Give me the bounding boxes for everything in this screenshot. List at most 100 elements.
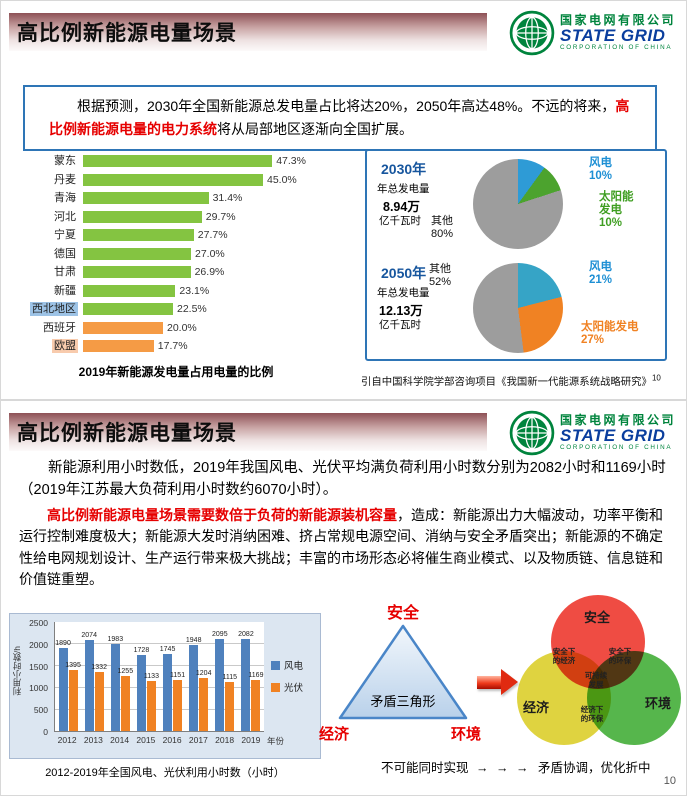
- column-value: 1728: [133, 647, 150, 654]
- column-value: 1745: [159, 646, 176, 653]
- bar-value: 29.7%: [205, 210, 236, 223]
- pie-2030-other-name: 其他: [431, 215, 454, 227]
- pie-2050-solar-name: 太阳能发电: [581, 321, 639, 333]
- conclusion-right: 矛盾协调，优化折中: [537, 761, 651, 775]
- x-axis-title: 年份: [267, 736, 285, 746]
- legend-item: 光伏: [271, 680, 303, 694]
- legend-swatch: [271, 660, 280, 670]
- y-tick: 2500: [29, 618, 48, 628]
- bar-row: 欧盟 17.7%: [13, 337, 306, 356]
- x-tick: 2017: [188, 735, 208, 745]
- pie-2030-solar-name-2: 发电: [599, 204, 622, 217]
- prediction-callout-box: 根据预测，2030年全国新能源总发电量占比将达20%，2050年高达48%。不远…: [23, 85, 657, 152]
- y-tick: 500: [33, 705, 48, 716]
- source-superscript: 10: [651, 373, 661, 383]
- x-axis-ticks: 2012 2013 2014 2015 2016 2017 2018 2019: [54, 735, 264, 745]
- bar-row: 西班牙 20.0%: [13, 319, 306, 338]
- column-bar: 1115: [223, 674, 237, 731]
- state-grid-globe-icon: [509, 10, 555, 56]
- y-tick: 1500: [29, 661, 48, 672]
- column-value: 1890: [55, 640, 71, 647]
- bar-label: 西班牙: [13, 321, 83, 335]
- column-value: 1983: [107, 636, 124, 643]
- bar-label: 德国: [13, 247, 83, 261]
- source-text: 引自中国科学院学部咨询项目《我国新一代能源系统战略研究》: [361, 377, 652, 388]
- pie-2050-total-value: 12.13万: [379, 304, 423, 318]
- logo-brand-name: STATE GRID: [559, 425, 666, 445]
- pie-2030-wind-pct: 10%: [589, 170, 613, 183]
- bar-value: 27.0%: [195, 247, 225, 260]
- bar: [83, 303, 173, 316]
- bar: [83, 340, 154, 353]
- slide2-page-title: 高比例新能源电量场景: [17, 422, 237, 445]
- bar-label-text: 河北: [54, 210, 76, 223]
- state-grid-globe-icon: [509, 410, 555, 456]
- bar-label-text: 蒙东: [54, 155, 76, 168]
- slide-2: 高比例新能源电量场景 国家电网有限公司 STATE GRID CORPORATI…: [0, 400, 687, 796]
- column-bar: 2095: [212, 631, 228, 731]
- state-grid-logo-2: 国家电网有限公司 STATE GRID CORPORATION OF CHINA: [509, 410, 676, 456]
- bar-label-text: 丹麦: [54, 173, 76, 186]
- pie-2030-year: 2030年: [381, 161, 427, 177]
- column-bar: 1948: [186, 637, 201, 731]
- y-axis-ticks: 2500 2000 1500 1000 500 0: [22, 618, 48, 737]
- slide1-title-band: 高比例新能源电量场景: [9, 13, 487, 51]
- y-tick: 1000: [29, 683, 48, 694]
- legend-swatch: [271, 682, 280, 692]
- bar-row: 青海 31.4%: [13, 189, 306, 208]
- column-value: 1204: [195, 670, 212, 677]
- conclusion-left: 不可能同时实现: [381, 761, 469, 775]
- column-bar: 1133: [144, 673, 159, 731]
- year-group: 1745 1151: [160, 622, 186, 731]
- venn-economy-label: 经济: [523, 700, 550, 715]
- triangle-right-label: 环境: [451, 726, 482, 743]
- legend-label: 光伏: [284, 683, 304, 694]
- challenges-paragraph: 高比例新能源电量场景需要数倍于负荷的新能源装机容量，造成：新能源出力大幅波动，功…: [19, 505, 669, 590]
- column-value: 1332: [91, 664, 107, 671]
- column-bar: 1151: [170, 672, 185, 731]
- bar-label: 新疆: [13, 284, 83, 298]
- bar-label: 河北: [13, 210, 83, 224]
- column-bar: 1728: [134, 647, 149, 731]
- bar-chart-caption: 2019年新能源发电量占用电量的比例: [78, 365, 274, 379]
- triangle-center-label: 矛盾三角形: [370, 694, 436, 709]
- logo-company-name: 国家电网有限公司: [559, 12, 676, 27]
- triangle-left-label: 经济: [319, 726, 350, 743]
- intro-text-pre: 根据预测，2030年全国新能源总发电量占比将达20%，2050年高达48%。不远…: [77, 98, 616, 114]
- utilization-hours-paragraph: 新能源利用小时数低，2019年我国风电、光伏平均满负荷利用小时数分别为2082小…: [19, 457, 671, 501]
- column-bar: 1204: [196, 670, 211, 731]
- x-tick: 2016: [162, 735, 182, 745]
- para2-text: ，造成：新能源出力大幅波动，功率平衡和运行控制难度极大；新能源大发时消纳困难、挤…: [19, 507, 663, 587]
- bar-label-text: 甘肃: [54, 266, 76, 279]
- bar-label-text: 西北地区: [30, 302, 78, 317]
- pie-2050-solar-callout: 太阳能发电 27%: [581, 321, 639, 347]
- bar-value: 20.0%: [167, 321, 197, 334]
- slide2-title-band: 高比例新能源电量场景: [9, 413, 487, 451]
- right-arrow-icon: [477, 669, 518, 695]
- bar-value: 17.7%: [157, 340, 188, 353]
- para1-text: 新能源利用小时数低，2019年我国风电、光伏平均满负荷利用小时数分别为2082小…: [19, 460, 666, 499]
- pie-2030-solar-pct: 10%: [599, 217, 623, 230]
- slide-1: 高比例新能源电量场景 国家电网有限公司 STATE GRID CORPORATI…: [0, 0, 687, 400]
- pie-chart-2030: [473, 159, 563, 249]
- pie-2050-solar-pct: 27%: [581, 334, 605, 347]
- bar-value: 22.5%: [177, 303, 207, 316]
- x-tick: 2012: [57, 735, 77, 745]
- pie-2050-other-callout: 其他 52%: [429, 263, 451, 288]
- column-value: 1395: [65, 662, 81, 669]
- bar-value: 26.9%: [194, 266, 225, 279]
- bar-value: 27.7%: [197, 229, 228, 242]
- bar-label-text: 新疆: [54, 284, 76, 297]
- pie-2050-other-pct: 52%: [429, 275, 452, 288]
- bar-value: 31.4%: [212, 192, 243, 205]
- x-tick: 2019: [241, 735, 261, 745]
- venn-diagram: 安全 经济 环境 安全下的经济 安全下的环保 可持续发展 经济下的环保: [507, 595, 687, 755]
- conclusion-line: 不可能同时实现 → → → 矛盾协调，优化折中: [381, 757, 650, 776]
- column-bar: 1169: [248, 672, 263, 731]
- pie-2030-wind-callout: 风电 10%: [589, 157, 612, 183]
- conclusion-arrows: → → →: [476, 761, 531, 775]
- venn-overlap-safety-environment: 安全下的环保: [608, 647, 632, 665]
- para2-emphasis: 高比例新能源电量场景需要数倍于负荷的新能源装机容量: [47, 507, 397, 523]
- intro-text-highlight: 高比例新能源电量的电力系统: [49, 98, 630, 137]
- bar: [83, 284, 176, 297]
